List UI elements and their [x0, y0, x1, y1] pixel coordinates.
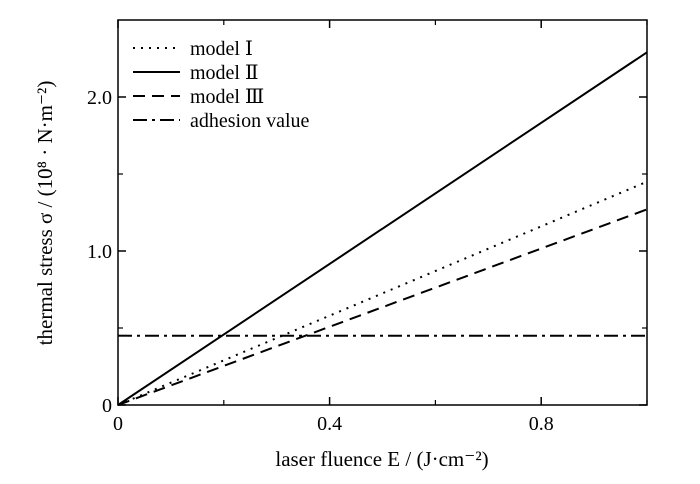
legend-label-1: model Ⅰ [190, 38, 253, 60]
series-line-1 [117, 180, 648, 406]
x-tick-label: 0.8 [529, 413, 554, 435]
y-tick-label: 0 [102, 395, 112, 417]
x-tick-labels: 0 0.4 0.8 [113, 413, 554, 435]
legend-label-3: model Ⅲ [190, 86, 264, 108]
plot-frame [117, 19, 648, 406]
legend-label-2: model Ⅱ [190, 62, 259, 84]
x-axis-title: laser fluence E / (J·cm⁻²) [275, 447, 488, 471]
y-tick-label: 1.0 [87, 241, 112, 263]
series-line-3 [117, 208, 648, 406]
series-lines [117, 51, 648, 406]
series-line-2 [117, 51, 648, 406]
y-axis-title: thermal stress σ / (10⁸ · N·m⁻²) [33, 81, 57, 346]
x-tick-label: 0.4 [317, 413, 342, 435]
y-tick-label: 2.0 [87, 87, 112, 109]
x-tick-label: 0 [113, 413, 123, 435]
legend-label-4: adhesion value [190, 110, 310, 132]
y-tick-labels: 0 1.0 2.0 [87, 87, 112, 417]
